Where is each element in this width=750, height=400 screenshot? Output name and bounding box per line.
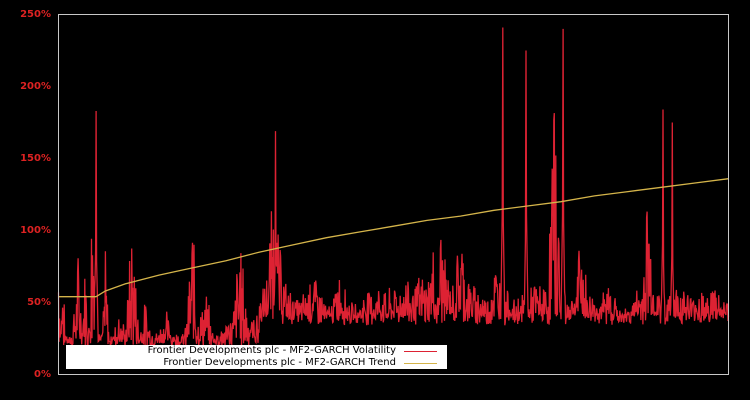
legend-label-volatility: Frontier Developments plc - MF2-GARCH Vo… xyxy=(147,345,396,356)
y-tick-200: 200% xyxy=(20,81,51,92)
y-tick-0: 0% xyxy=(34,369,51,380)
volatility-series-line xyxy=(57,27,730,349)
legend-item-trend: Frontier Developments plc - MF2-GARCH Tr… xyxy=(163,357,437,369)
y-tick-50: 50% xyxy=(27,297,51,308)
plot-frame xyxy=(58,14,729,375)
trend-series-line xyxy=(58,178,729,298)
chart-legend: Frontier Developments plc - MF2-GARCH Vo… xyxy=(66,345,447,369)
y-tick-150: 150% xyxy=(20,153,51,164)
legend-swatch-trend xyxy=(404,362,437,364)
legend-swatch-volatility xyxy=(404,350,437,352)
y-tick-250: 250% xyxy=(20,9,51,20)
legend-item-volatility: Frontier Developments plc - MF2-GARCH Vo… xyxy=(148,345,437,357)
legend-label-trend: Frontier Developments plc - MF2-GARCH Tr… xyxy=(163,357,396,368)
y-tick-100: 100% xyxy=(20,225,51,236)
plot-lines xyxy=(57,27,730,349)
